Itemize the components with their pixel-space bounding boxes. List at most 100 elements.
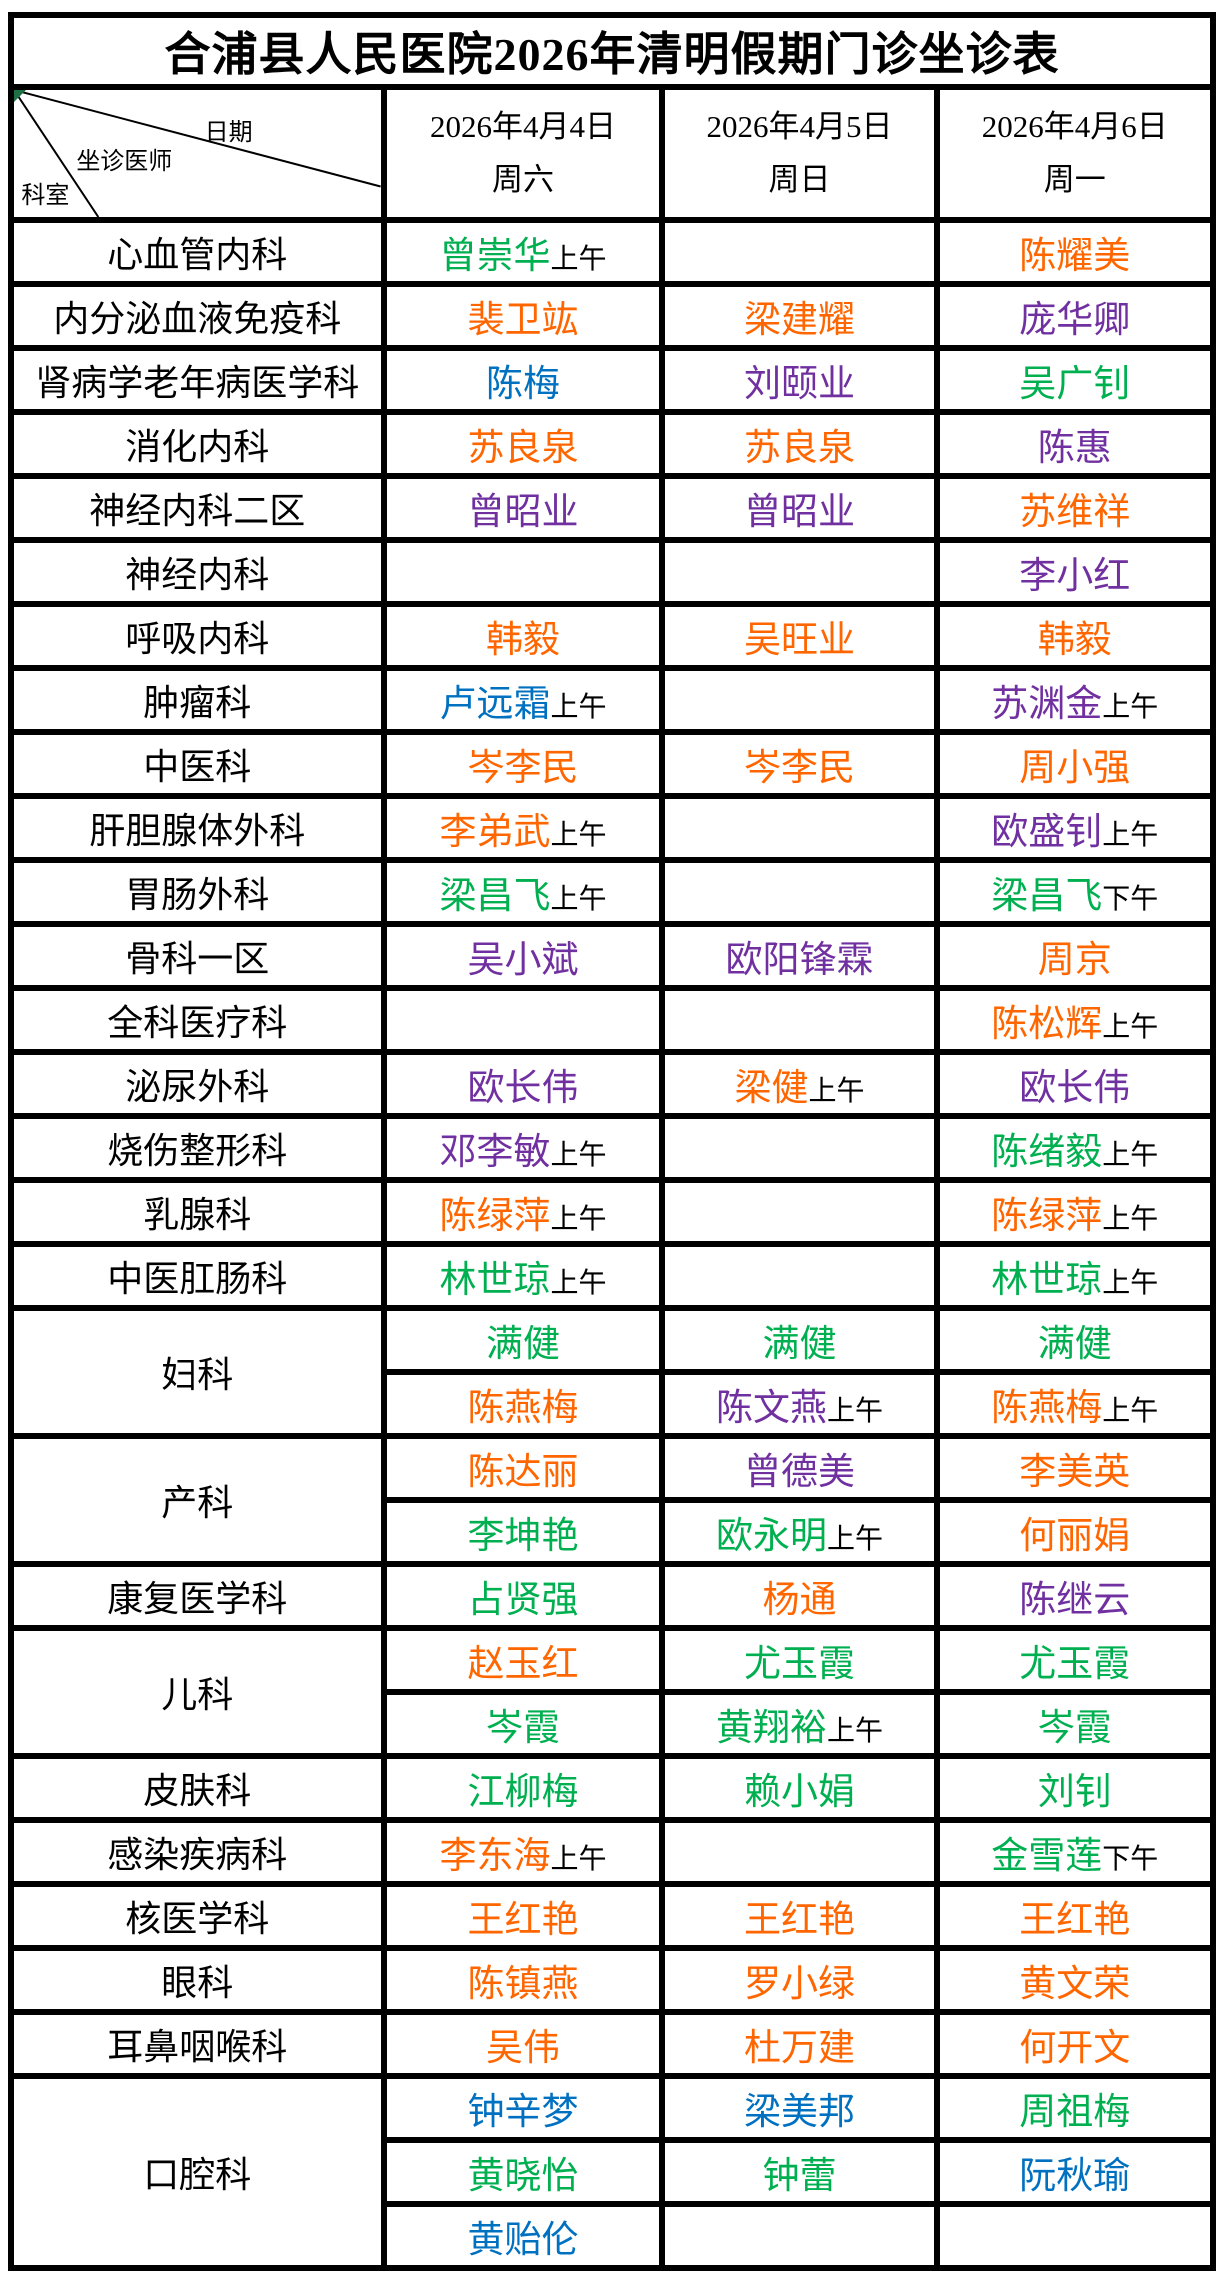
doctor-name: 陈燕梅 [467, 1388, 579, 1429]
schedule-cell: 李小红 [933, 537, 1217, 607]
doctor-name: 刘颐业 [743, 364, 855, 405]
department-cell: 心血管内科 [8, 217, 387, 287]
department-cell: 内分泌血液免疫科 [8, 281, 387, 351]
doctor-name: 黄文荣 [1019, 1964, 1131, 2005]
schedule-cell: 韩毅 [380, 601, 666, 671]
schedule-cell: 陈达丽 [380, 1433, 666, 1503]
corner-header-cell: 日期 坐诊医师 科室 [8, 84, 387, 223]
doctor-name: 何丽娟 [1019, 1516, 1131, 1557]
table-row: 胃肠外科 梁昌飞上午 梁昌飞下午 [8, 857, 1217, 927]
table-row: 呼吸内科 韩毅 吴旺业 韩毅 [8, 601, 1217, 671]
schedule-cell: 陈松辉上午 [933, 985, 1217, 1055]
table-row: 肝胆腺体外科 李弟武上午 欧盛钊上午 [8, 793, 1217, 863]
doctor-name: 李弟武 [439, 812, 551, 853]
doctor-name: 岑李民 [743, 748, 855, 789]
schedule-cell: 陈惠 [933, 409, 1217, 479]
doctor-name: 苏维祥 [1019, 492, 1131, 533]
doctor-name: 曾德美 [743, 1452, 855, 1493]
schedule-cell: 黄晓怡 [380, 2137, 666, 2207]
doctor-name: 黄晓怡 [467, 2156, 579, 2197]
schedule-cell: 周小强 [933, 729, 1217, 799]
shift-label: 上午 [1102, 692, 1159, 723]
department-cell: 胃肠外科 [8, 857, 387, 927]
doctor-name: 钟辛梦 [467, 2092, 579, 2133]
schedule-cell: 韩毅 [933, 601, 1217, 671]
department-cell: 口腔科 [8, 2073, 387, 2271]
schedule-cell: 阮秋瑜 [933, 2137, 1217, 2207]
doctor-name: 李东海 [439, 1836, 551, 1877]
schedule-cell [659, 1817, 940, 1887]
doctor-name: 吴伟 [486, 2028, 561, 2069]
schedule-cell: 林世琼上午 [933, 1241, 1217, 1311]
shift-label: 上午 [550, 820, 607, 851]
schedule-cell: 陈镇燕 [380, 1945, 666, 2015]
schedule-cell: 李坤艳 [380, 1497, 666, 1567]
schedule-cell: 尤玉霞 [659, 1625, 940, 1695]
schedule-cell: 王红艳 [659, 1881, 940, 1951]
shift-label: 上午 [550, 1268, 607, 1299]
department-cell: 中医肛肠科 [8, 1241, 387, 1311]
schedule-cell [659, 857, 940, 927]
doctor-name: 梁建耀 [743, 300, 855, 341]
doctor-name: 周小强 [1019, 748, 1131, 789]
schedule-cell: 江柳梅 [380, 1753, 666, 1823]
doctor-name: 陈达丽 [467, 1452, 579, 1493]
schedule-cell: 金雪莲下午 [933, 1817, 1217, 1887]
shift-label: 上午 [826, 1524, 883, 1555]
doctor-name: 黄贻伦 [467, 2220, 579, 2261]
table-row: 皮肤科 江柳梅 赖小娟 刘钊 [8, 1753, 1217, 1823]
shift-label: 上午 [1102, 820, 1159, 851]
table-row: 心血管内科 曾崇华上午 陈耀美 [8, 217, 1217, 287]
date-text: 2026年4月4日 [430, 108, 617, 144]
doctor-name: 陈绿萍 [991, 1196, 1103, 1237]
table-row: 全科医疗科 陈松辉上午 [8, 985, 1217, 1055]
doctor-name: 刘钊 [1037, 1772, 1112, 1813]
doctor-name: 尤玉霞 [743, 1644, 855, 1685]
schedule-cell: 苏良泉 [659, 409, 940, 479]
schedule-cell [659, 537, 940, 607]
schedule-cell: 陈继云 [933, 1561, 1217, 1631]
schedule-cell: 陈耀美 [933, 217, 1217, 287]
title-row: 合浦县人民医院2026年清明假期门诊坐诊表 [8, 12, 1216, 90]
schedule-cell [659, 217, 940, 287]
weekday-text: 周六 [492, 161, 555, 197]
doctor-name: 曾昭业 [743, 492, 855, 533]
shift-label: 上午 [550, 1844, 607, 1875]
table-row: 儿科 赵玉红 尤玉霞 尤玉霞 [8, 1625, 1217, 1759]
column-header-sat: 2026年4月4日 周六 [380, 84, 666, 223]
table-row: 黄贻伦 [11, 2201, 1217, 2271]
table-row: 中医肛肠科 林世琼上午 林世琼上午 [8, 1241, 1217, 1311]
doctor-name: 陈绿萍 [439, 1196, 551, 1237]
doctor-name: 阮秋瑜 [1019, 2156, 1131, 2197]
schedule-cell: 曾崇华上午 [380, 217, 666, 287]
schedule-cell [380, 985, 666, 1055]
department-cell: 耳鼻咽喉科 [8, 2009, 387, 2079]
department-cell: 儿科 [8, 1625, 387, 1759]
diagonal-lines-icon [16, 93, 378, 214]
schedule-cell: 欧长伟 [380, 1049, 666, 1119]
doctor-name: 吴旺业 [743, 620, 855, 661]
table-row: 感染疾病科 李东海上午 金雪莲下午 [8, 1817, 1217, 1887]
schedule-cell: 吴旺业 [659, 601, 940, 671]
doctor-name: 满健 [1037, 1324, 1112, 1365]
schedule-cell: 曾昭业 [380, 473, 666, 543]
schedule-cell: 黄翔裕上午 [659, 1689, 940, 1759]
table-row: 妇科 满健 满健 满健 [8, 1305, 1217, 1439]
table-row: 眼科 陈镇燕 罗小绿 黄文荣 [8, 1945, 1217, 2015]
doctor-name: 王红艳 [1019, 1900, 1131, 1941]
department-cell: 肾病学老年病医学科 [8, 345, 387, 415]
doctor-name: 李美英 [1019, 1452, 1131, 1493]
schedule-cell: 岑李民 [659, 729, 940, 799]
schedule-cell: 满健 [933, 1305, 1217, 1375]
shift-label: 下午 [1102, 884, 1159, 915]
doctor-name: 裴卫竑 [467, 300, 579, 341]
diagonal-header: 日期 坐诊医师 科室 [16, 93, 378, 214]
doctor-name: 苏渊金 [991, 684, 1103, 725]
doctor-name: 梁美邦 [743, 2092, 855, 2133]
table-row: 骨科一区 吴小斌 欧阳锋霖 周京 [8, 921, 1217, 991]
schedule-cell: 李弟武上午 [380, 793, 666, 863]
schedule-cell: 尤玉霞 [933, 1625, 1217, 1695]
doctor-name: 庞华卿 [1019, 300, 1131, 341]
doctor-name: 邓李敏 [439, 1132, 551, 1173]
doctor-name: 王红艳 [467, 1900, 579, 1941]
